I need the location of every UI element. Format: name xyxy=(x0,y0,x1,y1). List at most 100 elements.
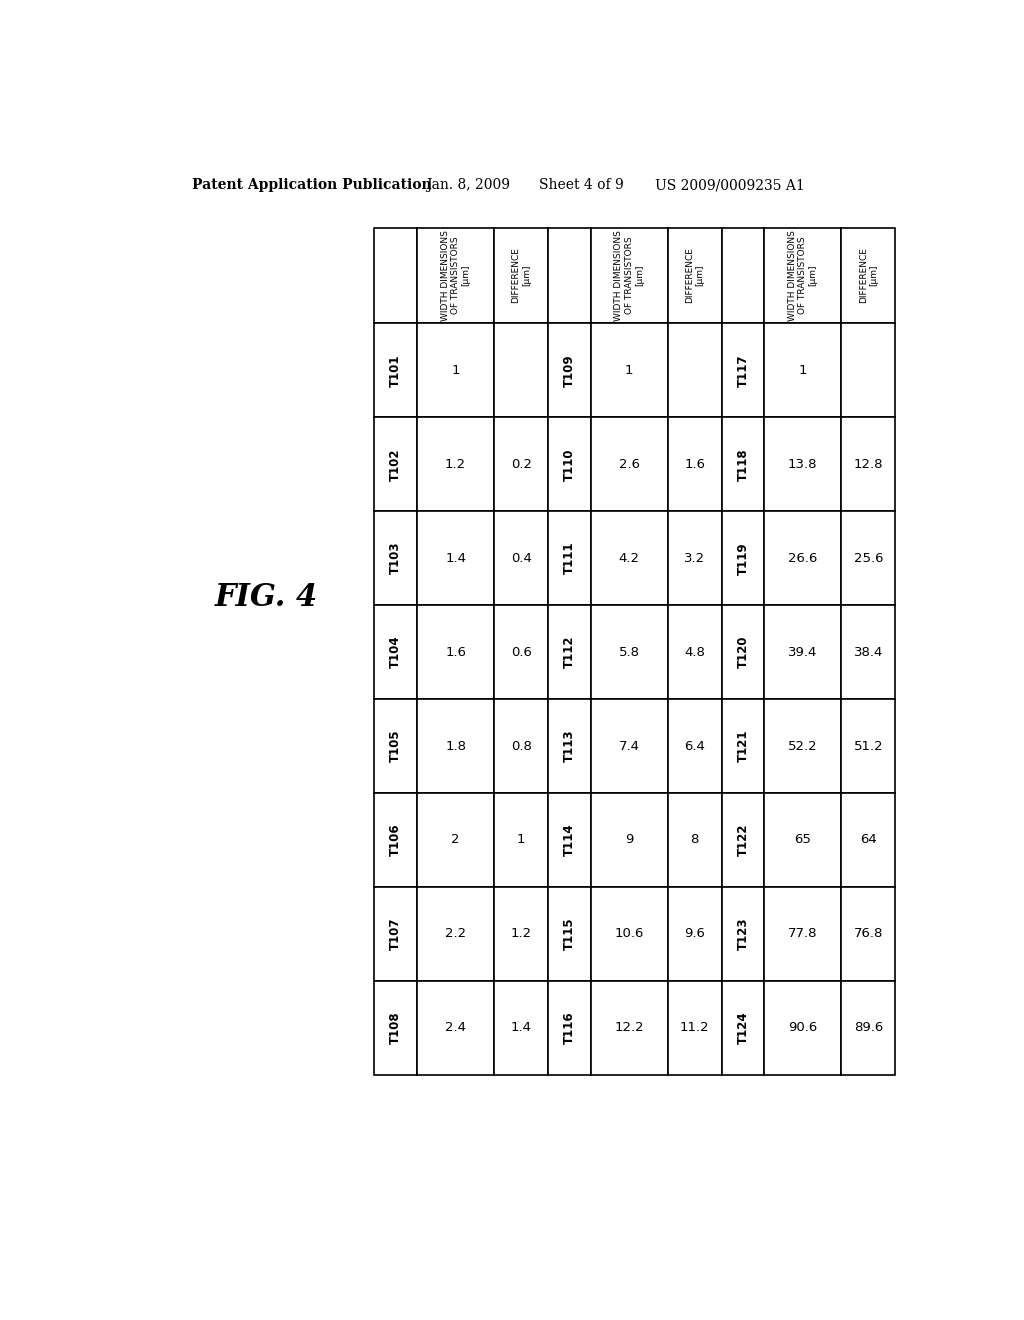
Bar xyxy=(591,511,668,605)
Bar xyxy=(417,887,495,981)
Bar xyxy=(591,887,668,981)
Bar xyxy=(668,227,722,323)
Text: T118: T118 xyxy=(736,447,750,480)
Text: 38.4: 38.4 xyxy=(854,645,883,659)
Text: 1: 1 xyxy=(452,364,460,378)
Bar xyxy=(548,700,591,793)
Bar xyxy=(668,887,722,981)
Text: T117: T117 xyxy=(736,354,750,387)
Text: T115: T115 xyxy=(563,917,575,950)
Text: 26.6: 26.6 xyxy=(788,552,817,565)
Text: T109: T109 xyxy=(563,354,575,387)
Text: 4.8: 4.8 xyxy=(684,645,706,659)
Bar xyxy=(375,793,417,887)
Bar xyxy=(668,605,722,700)
Bar xyxy=(764,605,842,700)
Bar xyxy=(722,605,764,700)
Text: 1.4: 1.4 xyxy=(511,1022,531,1035)
Text: 10.6: 10.6 xyxy=(614,928,644,940)
Text: 9.6: 9.6 xyxy=(684,928,706,940)
Text: 3.2: 3.2 xyxy=(684,552,706,565)
Text: WIDTH DIMENSIONS
OF TRANSISTORS
[μm]: WIDTH DIMENSIONS OF TRANSISTORS [μm] xyxy=(440,230,470,321)
Text: Jan. 8, 2009: Jan. 8, 2009 xyxy=(426,178,510,193)
Bar xyxy=(548,981,591,1074)
Bar xyxy=(842,887,895,981)
Bar xyxy=(668,417,722,511)
Bar xyxy=(495,700,548,793)
Text: Sheet 4 of 9: Sheet 4 of 9 xyxy=(539,178,624,193)
Bar xyxy=(591,227,668,323)
Bar xyxy=(375,605,417,700)
Bar xyxy=(417,511,495,605)
Text: 51.2: 51.2 xyxy=(854,739,883,752)
Bar xyxy=(495,887,548,981)
Text: 13.8: 13.8 xyxy=(788,458,817,471)
Text: 2: 2 xyxy=(452,833,460,846)
Bar xyxy=(842,981,895,1074)
Bar xyxy=(764,700,842,793)
Bar xyxy=(548,227,591,323)
Text: 76.8: 76.8 xyxy=(854,928,883,940)
Bar xyxy=(764,323,842,417)
Text: T112: T112 xyxy=(563,636,575,668)
Bar xyxy=(842,323,895,417)
Text: 1.6: 1.6 xyxy=(445,645,466,659)
Bar xyxy=(668,793,722,887)
Bar xyxy=(548,511,591,605)
Text: T121: T121 xyxy=(736,730,750,762)
Text: T102: T102 xyxy=(389,447,402,480)
Bar xyxy=(548,793,591,887)
Bar xyxy=(591,323,668,417)
Text: 1.8: 1.8 xyxy=(445,739,466,752)
Bar xyxy=(417,793,495,887)
Bar xyxy=(417,417,495,511)
Bar xyxy=(375,511,417,605)
Text: 89.6: 89.6 xyxy=(854,1022,883,1035)
Text: T123: T123 xyxy=(736,917,750,950)
Text: 0.2: 0.2 xyxy=(511,458,531,471)
Text: 25.6: 25.6 xyxy=(854,552,883,565)
Bar xyxy=(495,227,548,323)
Text: 4.2: 4.2 xyxy=(618,552,640,565)
Bar xyxy=(722,323,764,417)
Bar xyxy=(417,605,495,700)
Bar xyxy=(591,417,668,511)
Text: T119: T119 xyxy=(736,543,750,574)
Text: 1: 1 xyxy=(799,364,807,378)
Text: WIDTH DIMENSIONS
OF TRANSISTORS
[μm]: WIDTH DIMENSIONS OF TRANSISTORS [μm] xyxy=(787,230,818,321)
Text: 12.8: 12.8 xyxy=(854,458,883,471)
Bar xyxy=(764,227,842,323)
Bar xyxy=(417,323,495,417)
Bar xyxy=(764,793,842,887)
Text: T122: T122 xyxy=(736,824,750,857)
Bar xyxy=(842,605,895,700)
Bar xyxy=(668,323,722,417)
Text: Patent Application Publication: Patent Application Publication xyxy=(191,178,431,193)
Text: DIFFERENCE
[μm]: DIFFERENCE [μm] xyxy=(685,248,705,304)
Text: WIDTH DIMENSIONS
OF TRANSISTORS
[μm]: WIDTH DIMENSIONS OF TRANSISTORS [μm] xyxy=(614,230,644,321)
Text: T108: T108 xyxy=(389,1011,402,1044)
Text: 8: 8 xyxy=(690,833,699,846)
Bar xyxy=(722,793,764,887)
Bar xyxy=(722,511,764,605)
Text: 1: 1 xyxy=(625,364,634,378)
Bar xyxy=(417,227,495,323)
Text: T104: T104 xyxy=(389,636,402,668)
Bar xyxy=(764,417,842,511)
Text: 0.4: 0.4 xyxy=(511,552,531,565)
Text: 64: 64 xyxy=(860,833,877,846)
Bar xyxy=(764,511,842,605)
Text: 1.4: 1.4 xyxy=(445,552,466,565)
Bar xyxy=(764,887,842,981)
Text: 2.2: 2.2 xyxy=(445,928,466,940)
Bar xyxy=(375,981,417,1074)
Bar xyxy=(495,417,548,511)
Bar xyxy=(495,981,548,1074)
Bar xyxy=(591,793,668,887)
Text: 0.8: 0.8 xyxy=(511,739,531,752)
Bar xyxy=(417,700,495,793)
Text: 39.4: 39.4 xyxy=(788,645,817,659)
Text: 77.8: 77.8 xyxy=(788,928,817,940)
Bar xyxy=(495,511,548,605)
Bar xyxy=(548,605,591,700)
